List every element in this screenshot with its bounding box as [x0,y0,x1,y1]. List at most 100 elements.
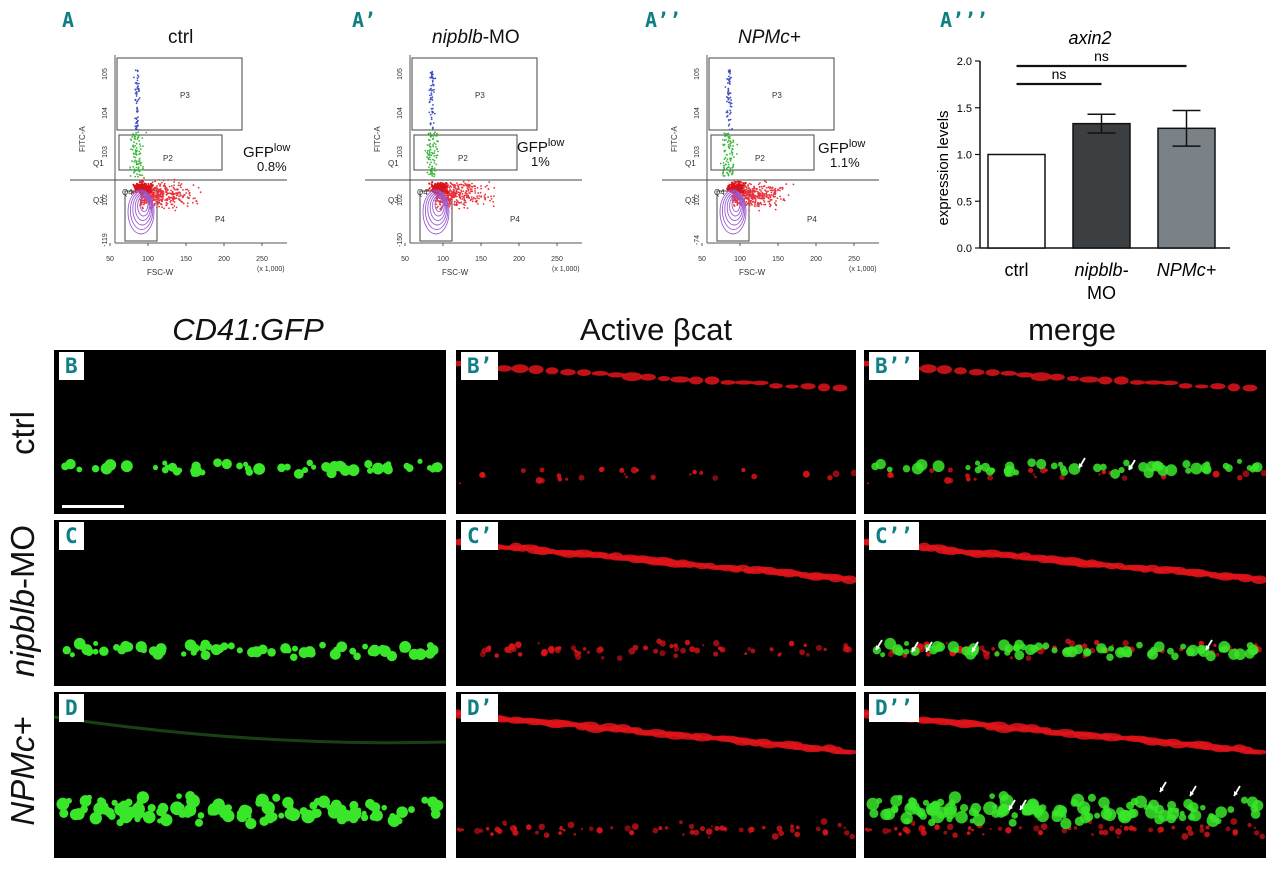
dot-p4 [155,187,158,190]
gfp-cell [1182,460,1191,469]
bcat-speck [693,829,700,836]
gfp-cell [931,810,945,824]
dot-p4 [457,201,460,204]
dot-p4 [175,192,178,195]
density-contour [729,195,742,217]
dot-p4 [736,202,739,205]
gfp-cell [79,795,92,807]
image-panel-b-double-prime: B’’ [864,350,1266,514]
dot-p4 [169,201,172,203]
panel-label-a-double-prime: A’’ [645,8,682,32]
bcat-streak [1066,375,1080,382]
bcat-speck [630,466,638,474]
dot-p4 [164,199,167,201]
dot-p4 [462,196,465,199]
gfp-cell [929,801,941,813]
dot-p4 [478,197,480,200]
dot-p4 [455,201,458,204]
gfp-cell [426,642,434,650]
dot-p2 [434,169,437,172]
bcat-speck [610,826,614,830]
dot-p4 [165,204,168,207]
gfp-cell [952,647,960,654]
bcat-streak [751,380,769,386]
bcat-speck [790,824,794,829]
dot-p2 [428,173,430,176]
bcat-streak [1210,383,1226,390]
dot-p3 [135,120,138,123]
bcat-speck [543,832,550,838]
dot-p4 [456,200,459,203]
bcat-speck [827,475,833,481]
dot-p4 [162,191,165,194]
x-tick-label: 50 [698,256,706,263]
dot-p3 [136,79,139,82]
dot-p4 [182,195,184,198]
dot-core [428,182,431,185]
bcat-speck [539,467,545,473]
gfp-cell [115,808,122,816]
bcat-speck [843,826,847,830]
dot-p4 [753,191,756,193]
dot-p3 [430,84,433,87]
gfp-cell [93,802,106,815]
gfp-cell [180,651,187,657]
gfp-cell [1246,464,1253,471]
dot-p4 [156,193,159,196]
bcat-speck [882,827,889,835]
gate-label-q1: Q1 [388,159,399,168]
dot-p3 [728,69,731,72]
gfp-cell [965,464,971,471]
bcat-speck [567,821,575,829]
gfp-cell [1246,796,1259,808]
gfp-cell [349,647,357,655]
dot-p4 [764,203,767,206]
bcat-speck [1032,473,1035,476]
dot-p4 [480,196,482,198]
density-contour [719,189,747,235]
dot-p2 [138,150,141,153]
gfp-cell [399,646,406,653]
dot-p2 [136,138,139,140]
bcat-speck [748,826,755,833]
dot-p4 [742,192,745,195]
density-contour [424,191,449,230]
gfp-cell [1117,648,1124,656]
dot-p4 [770,187,773,190]
dot-p4 [751,195,753,198]
dot-p4 [487,196,489,199]
gfp-cell [300,648,308,656]
bcat-speck [1204,831,1210,838]
dot-p2 [725,163,727,166]
dot-p4 [455,195,458,198]
flow-plot-2: P3 P2 Q1 Q3 P4 Q4 FITC-A FSC-W (x 1,000) 105 104 10… [662,55,879,277]
bcat-speck [1109,825,1115,832]
dot-p4 [463,201,466,204]
gfp-cell [871,462,880,471]
arrow-head [1234,791,1238,796]
arrow-head [1079,463,1083,468]
bcat-speck [632,644,639,651]
dot-p2 [138,169,141,172]
bcat-streak [621,372,643,382]
x-axis-label: FSC-W [442,268,469,277]
dot-p4 [761,187,764,190]
bcat-speck [1121,475,1128,481]
gfp-cell [408,806,415,814]
gfp-cell [1003,466,1013,476]
dot-p4 [756,190,758,193]
gfp-signal [62,637,439,662]
dot-p2 [732,163,735,166]
dot-p2 [135,131,138,134]
bcat-speck [525,824,532,831]
gfp-cell [385,461,392,467]
bcat-speck [692,469,697,475]
dot-p4 [436,206,438,209]
dot-p4 [760,190,762,192]
dot-p4 [770,189,773,191]
dot-p4 [183,194,185,196]
gfp-cell [291,645,299,652]
bcat-speck [749,831,752,834]
dot-p2 [134,156,137,159]
dot-p2 [132,145,134,147]
